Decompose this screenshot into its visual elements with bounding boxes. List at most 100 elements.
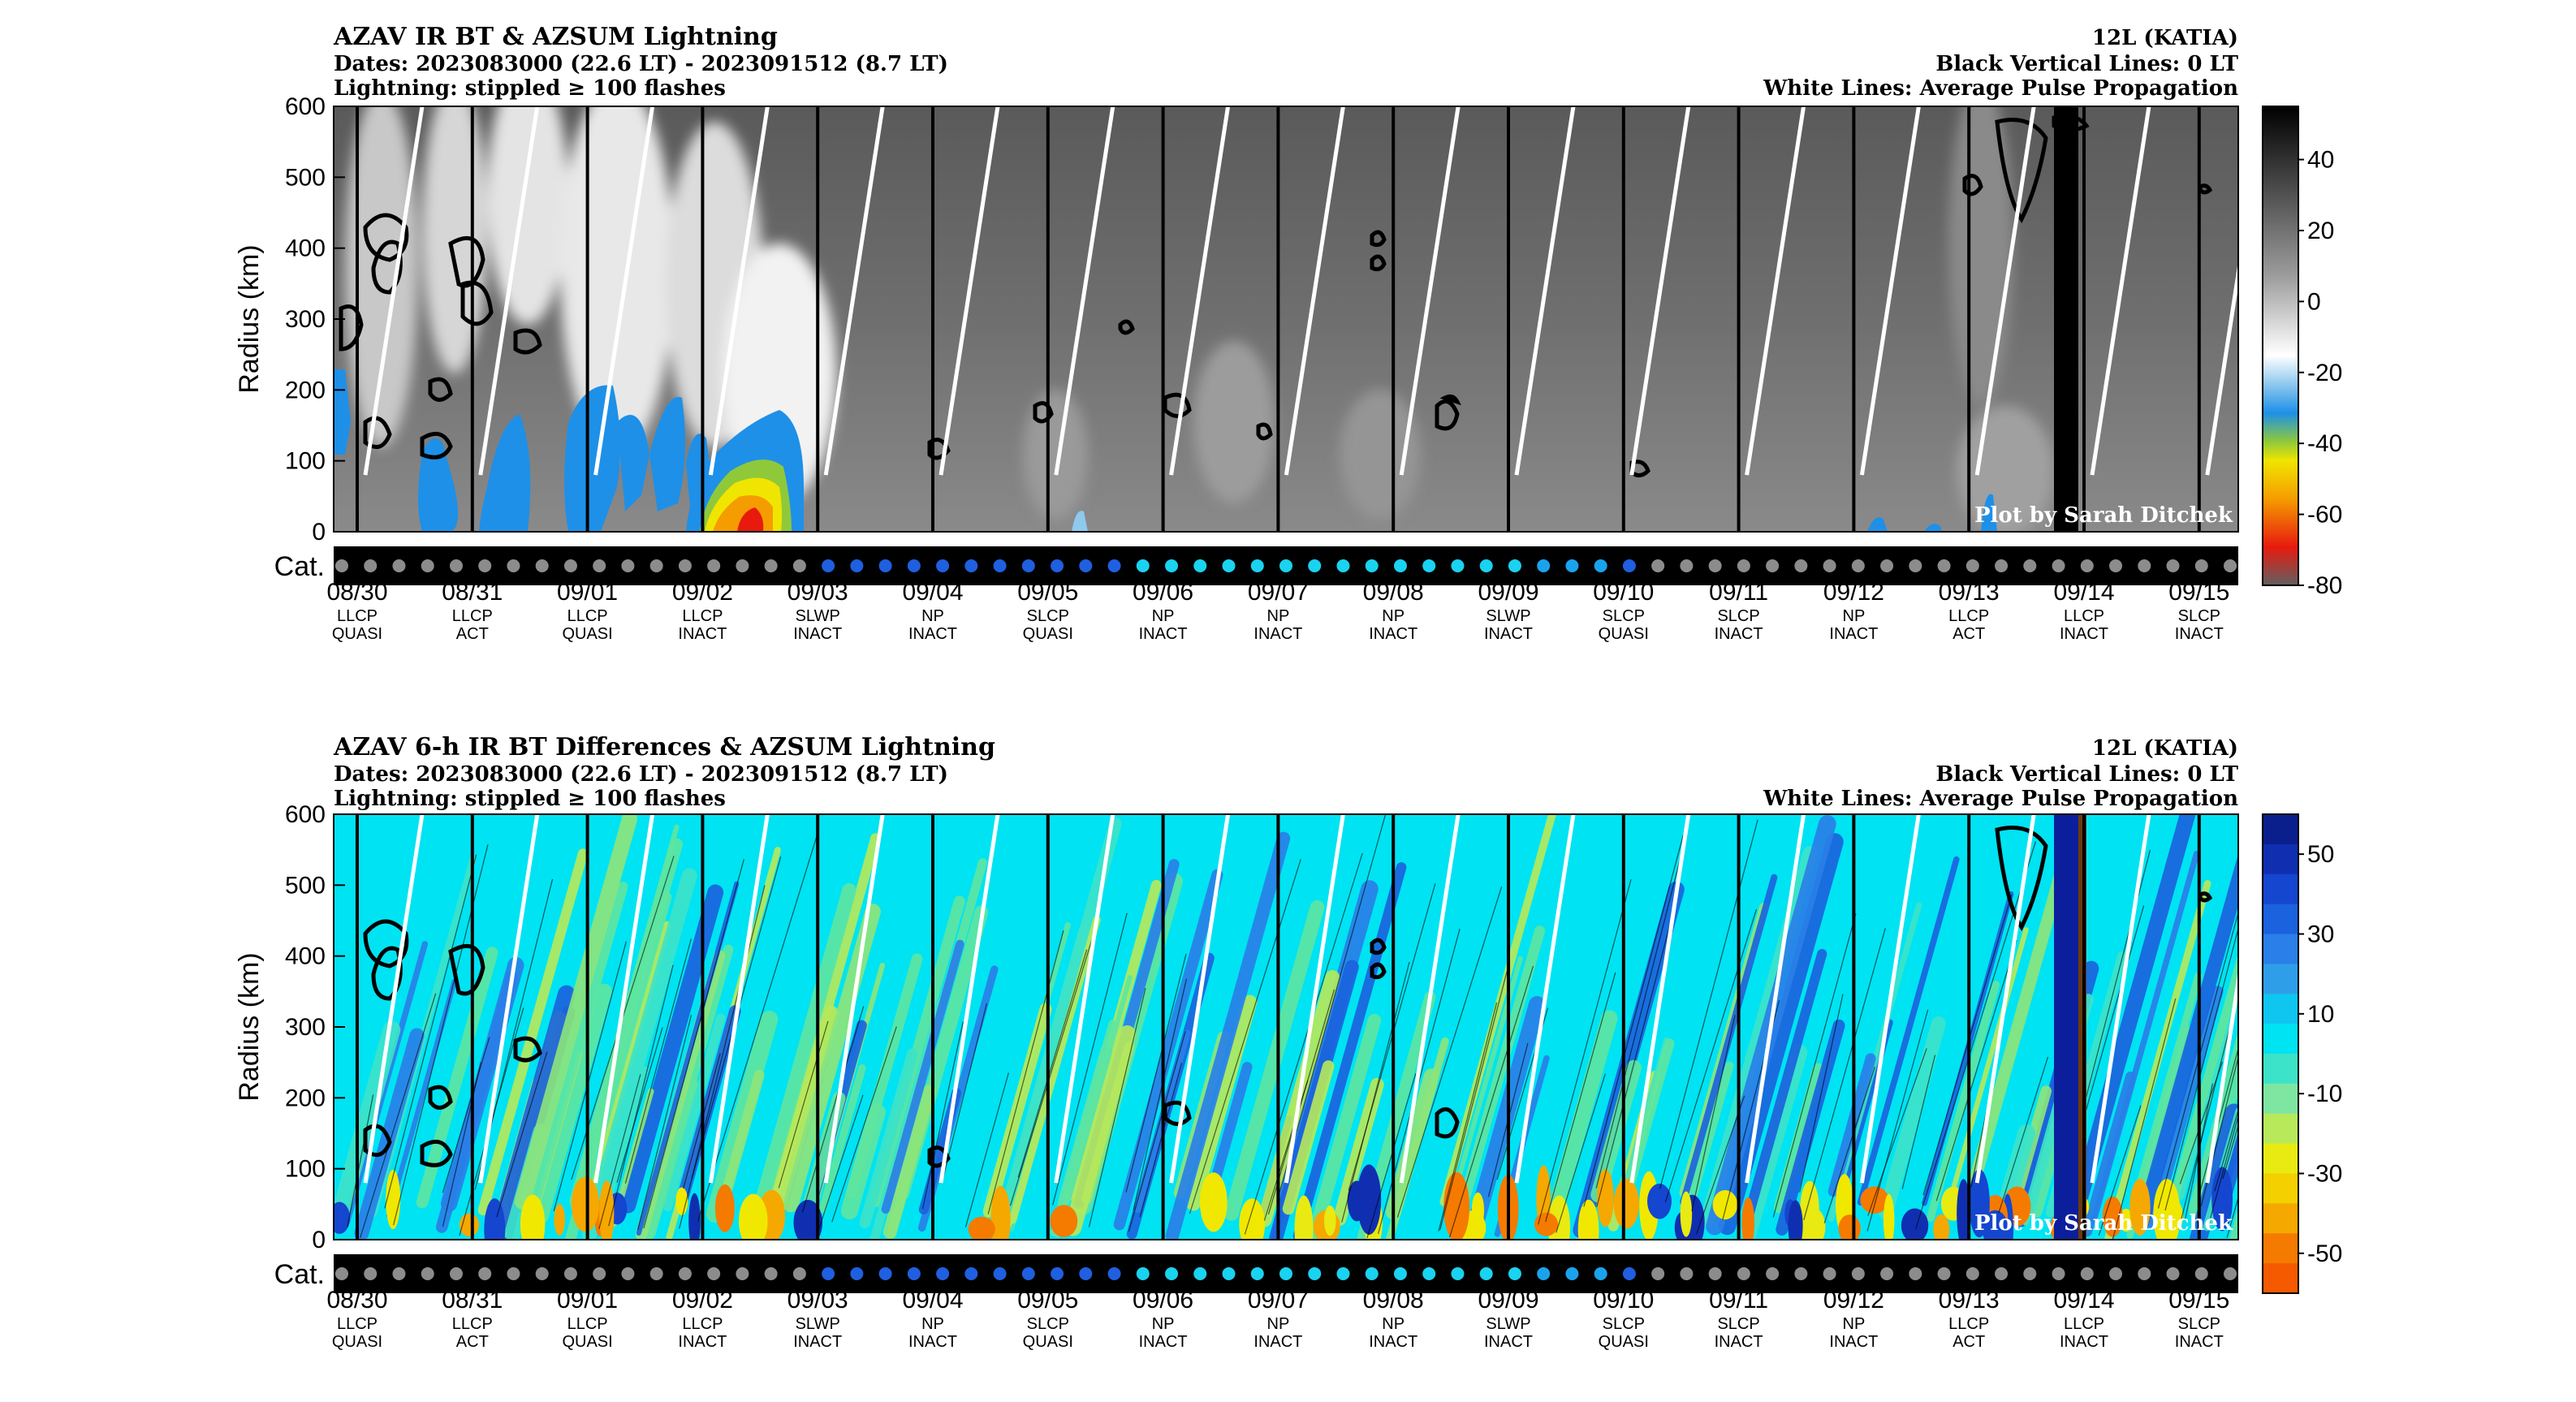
colorbar-block xyxy=(2263,934,2298,964)
category-dot xyxy=(1708,559,1722,572)
category-dot xyxy=(1937,1267,1951,1280)
x-state-label: INACT xyxy=(1139,1333,1188,1351)
difference-contour xyxy=(987,930,1064,1214)
pulse-propagation-line xyxy=(478,813,540,1184)
x-state-label: QUASI xyxy=(1599,625,1649,643)
x-date-label: 09/13 xyxy=(1939,579,2000,606)
pulse-propagation-line xyxy=(1629,106,1691,476)
pulse-propagation-line xyxy=(1514,813,1576,1184)
colorbar-tick-label: 20 xyxy=(2307,218,2334,244)
category-dot xyxy=(1909,559,1922,572)
y-tick-label: 100 xyxy=(285,448,326,475)
pulse-propagation-line xyxy=(2090,813,2151,1184)
difference-blob xyxy=(1239,1198,1266,1240)
panel1-dates: Dates: 2023083000 (22.6 LT) - 2023091512… xyxy=(334,52,948,76)
difference-contour xyxy=(360,993,437,1238)
category-dot xyxy=(678,1267,692,1280)
panel2-y-axis: 0 100 200 300 400 500 600 xyxy=(285,801,345,1253)
difference-streak xyxy=(1776,1019,1845,1236)
x-date-label: 09/11 xyxy=(1709,1287,1768,1314)
category-dot xyxy=(2052,559,2065,572)
category-dot xyxy=(2194,559,2208,572)
difference-contour xyxy=(442,1037,490,1193)
x-state-label: INACT xyxy=(793,1333,842,1351)
difference-contour xyxy=(921,1021,964,1210)
x-date-label: 09/10 xyxy=(1593,579,1654,606)
category-dot xyxy=(1479,1267,1493,1280)
x-date-label: 09/07 xyxy=(1248,1287,1309,1314)
y-tick-label: 200 xyxy=(285,1085,326,1111)
difference-blob xyxy=(1883,1193,1895,1240)
x-state-label: QUASI xyxy=(1023,625,1073,643)
pulse-propagation-line xyxy=(938,813,1000,1184)
difference-streak xyxy=(1927,981,2000,1222)
difference-blob xyxy=(1741,1197,1755,1240)
colorbar-block xyxy=(2263,1263,2298,1294)
category-dot xyxy=(621,559,635,572)
pulse-propagation-line xyxy=(1054,106,1115,476)
colorbar-block xyxy=(2263,1054,2298,1085)
difference-contour xyxy=(2214,1108,2238,1192)
x-date-label: 09/05 xyxy=(1017,1287,1078,1314)
difference-streak xyxy=(846,953,923,1199)
y-tick-label: 400 xyxy=(285,943,326,970)
difference-contour xyxy=(831,1026,897,1223)
category-dot xyxy=(764,559,778,572)
difference-contour xyxy=(964,1072,1009,1227)
x-pulse-label: NP xyxy=(1152,1315,1175,1333)
category-dot xyxy=(1995,559,2009,572)
difference-contour xyxy=(1823,1066,1875,1223)
x-state-label: INACT xyxy=(2060,625,2108,643)
colorbar-block xyxy=(2263,1024,2298,1055)
difference-streak xyxy=(645,1077,698,1238)
difference-blob xyxy=(714,1184,735,1232)
x-state-label: INACT xyxy=(1829,625,1878,643)
difference-contour xyxy=(1799,994,1844,1193)
x-state-label: QUASI xyxy=(562,625,612,643)
x-date-label: 09/12 xyxy=(1823,579,1884,606)
difference-streak xyxy=(754,883,857,1210)
x-pulse-label: LLCP xyxy=(452,607,493,625)
difference-streak xyxy=(881,939,964,1214)
difference-streak xyxy=(1857,856,1960,1206)
category-dot xyxy=(1594,1267,1607,1280)
category-dot xyxy=(736,559,749,572)
category-dot xyxy=(1365,1267,1379,1280)
difference-contour xyxy=(1545,972,1616,1223)
x-state-label: INACT xyxy=(1484,1333,1533,1351)
difference-streak xyxy=(1064,1025,1136,1236)
panel2-dates: Dates: 2023083000 (22.6 LT) - 2023091512… xyxy=(334,762,948,787)
x-pulse-label: SLCP xyxy=(1603,1315,1645,1333)
difference-contour xyxy=(1803,928,1886,1221)
x-state-label: INACT xyxy=(908,625,957,643)
difference-blob xyxy=(1838,1214,1861,1240)
difference-contour xyxy=(624,938,692,1184)
panel2-colorbar-frame xyxy=(2262,813,2299,1294)
difference-streak xyxy=(1113,869,1223,1231)
x-pulse-label: SLCP xyxy=(2178,1315,2220,1333)
y-tick-label: 200 xyxy=(285,377,326,403)
difference-contour xyxy=(1189,859,1301,1214)
pulse-propagation-line xyxy=(708,813,770,1184)
colorbar-block xyxy=(2263,814,2298,845)
difference-contour xyxy=(801,1006,865,1213)
category-dot xyxy=(364,559,378,572)
pulse-propagation-line xyxy=(1284,813,1345,1184)
category-dot xyxy=(2080,1267,2094,1280)
category-dot xyxy=(535,559,549,572)
difference-contour xyxy=(1772,913,1857,1218)
difference-contour xyxy=(553,941,627,1211)
category-dot xyxy=(964,559,978,572)
difference-streak xyxy=(386,978,457,1219)
pulse-propagation-line xyxy=(1399,106,1461,476)
category-dot xyxy=(792,559,806,572)
difference-blob xyxy=(1800,1207,1826,1240)
category-dot xyxy=(1537,559,1551,572)
difference-blob xyxy=(1957,1179,1970,1240)
category-dot xyxy=(1165,559,1179,572)
category-dot xyxy=(421,1267,434,1280)
panel1-y-label: Radius (km) xyxy=(234,244,265,393)
difference-streak xyxy=(493,985,576,1234)
category-dot xyxy=(2080,559,2094,572)
